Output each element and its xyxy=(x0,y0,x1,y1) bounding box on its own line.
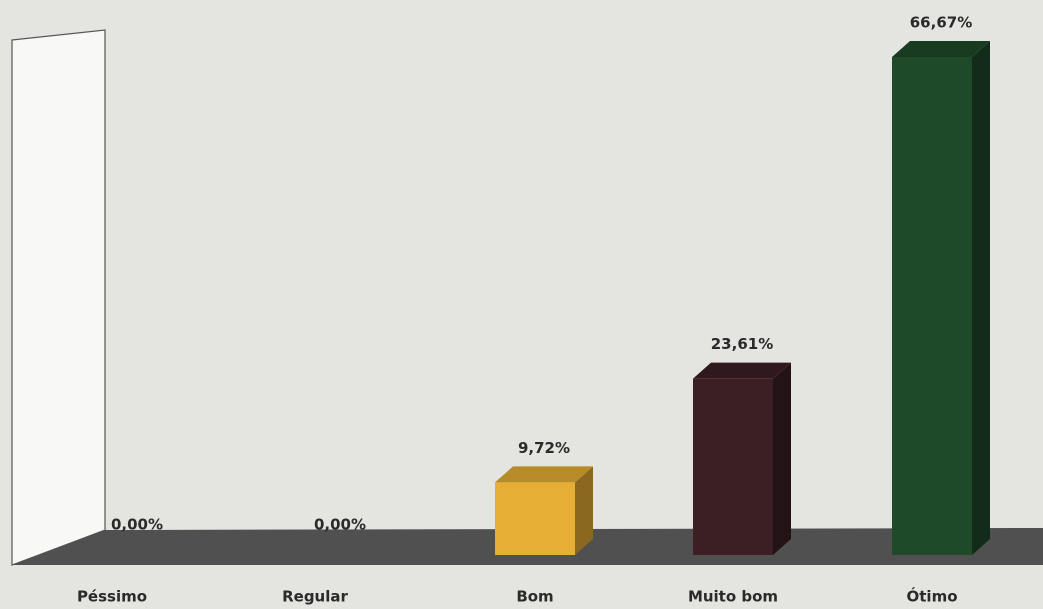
data-label: 0,00% xyxy=(111,516,163,534)
bar-side xyxy=(972,41,990,555)
x-tick-label: Péssimo xyxy=(77,588,147,606)
x-tick-label: Regular xyxy=(282,588,348,606)
x-tick-label: Ótimo xyxy=(907,587,958,606)
bar xyxy=(495,482,575,555)
bar-top xyxy=(693,362,791,379)
data-label: 9,72% xyxy=(518,439,570,457)
bar xyxy=(892,57,972,555)
data-label: 0,00% xyxy=(314,516,366,534)
x-tick-label: Bom xyxy=(516,588,553,606)
data-label: 66,67% xyxy=(910,14,972,32)
bars xyxy=(495,41,990,555)
back-wall xyxy=(11,29,106,566)
data-label: 23,61% xyxy=(711,335,773,353)
x-tick-label: Muito bom xyxy=(688,588,778,606)
bar-top xyxy=(892,41,990,57)
bar-side xyxy=(575,466,593,555)
bar xyxy=(693,378,773,555)
bar-side xyxy=(773,362,791,555)
bar-top xyxy=(495,466,593,483)
